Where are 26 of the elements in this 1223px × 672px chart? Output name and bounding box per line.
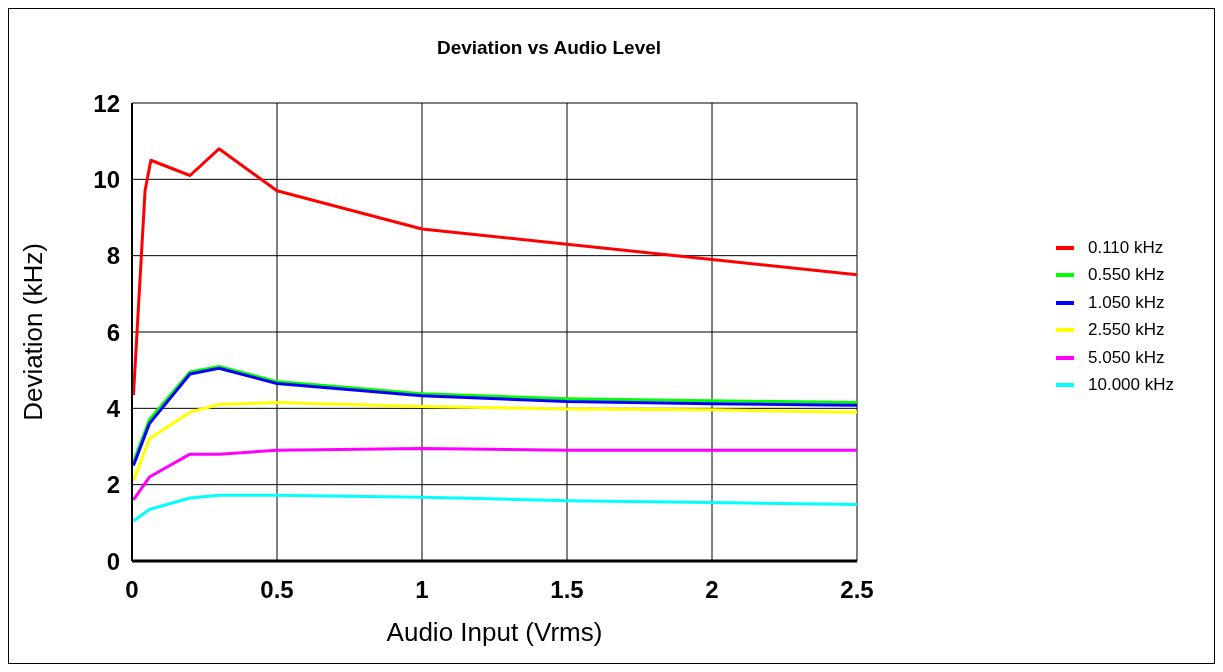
chart-title: Deviation vs Audio Level (435, 37, 663, 59)
y-tick-label: 0 (106, 547, 120, 575)
line-series (132, 147, 857, 397)
legend-label: 0.550 kHz (1088, 265, 1165, 286)
y-tick-label: 6 (106, 318, 120, 346)
y-axis-title: Deviation (kHz) (18, 243, 49, 421)
y-tick-label: 4 (106, 394, 121, 422)
line-series (132, 401, 857, 483)
x-tick-label: 0.5 (260, 576, 294, 604)
x-tick-label: 1.5 (550, 576, 584, 604)
y-tick-label: 10 (93, 165, 120, 193)
legend-label: 1.050 kHz (1088, 292, 1165, 313)
x-axis-title: Audio Input (Vrms) (386, 617, 603, 647)
y-tick-label: 2 (106, 471, 120, 499)
legend-label: 2.550 kHz (1088, 320, 1165, 341)
line-series (132, 446, 857, 502)
y-tick-label: 12 (93, 89, 120, 117)
x-tick-label: 0 (125, 576, 139, 604)
x-tick-label: 2.5 (840, 576, 874, 604)
legend-label: 0.110 kHz (1088, 237, 1164, 258)
x-tick-label: 2 (705, 576, 719, 604)
line-series (132, 493, 857, 523)
legend-label: 10.000 kHz (1088, 375, 1174, 396)
y-tick-label: 8 (106, 242, 120, 270)
legend-label: 5.050 kHz (1088, 347, 1165, 368)
x-tick-label: 1 (415, 576, 429, 604)
